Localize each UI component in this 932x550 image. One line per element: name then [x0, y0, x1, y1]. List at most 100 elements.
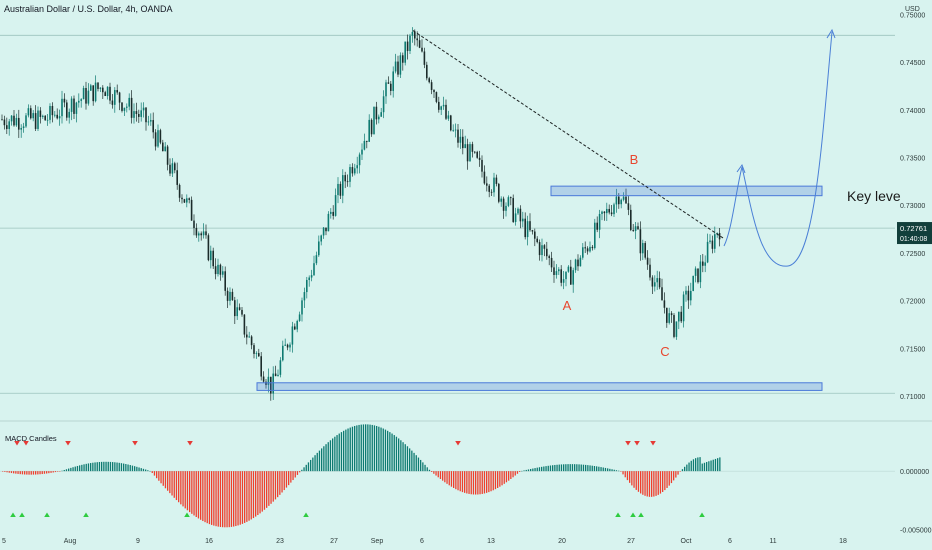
candle-body — [315, 255, 318, 264]
candle-body — [174, 163, 176, 171]
candle-body — [181, 197, 183, 200]
macd-bar — [409, 448, 411, 472]
candle-body — [190, 199, 193, 221]
candle-body — [282, 345, 284, 361]
candle-body — [711, 240, 714, 249]
macd-bar — [125, 464, 127, 472]
macd-y-tick-label: -0.005000 — [900, 528, 932, 535]
candle-body — [454, 129, 457, 131]
candle-body — [330, 211, 332, 214]
macd-bar — [118, 462, 120, 472]
macd-bar — [565, 464, 567, 472]
macd-bar — [145, 469, 147, 472]
candle-body — [651, 277, 654, 287]
candle-body — [570, 266, 572, 285]
candle-body — [594, 222, 596, 249]
macd-bar — [332, 438, 334, 472]
macd-bar — [510, 471, 512, 479]
macd-bar — [197, 471, 200, 519]
macd-bar — [706, 462, 708, 472]
candle-body — [344, 175, 346, 182]
macd-bar — [413, 452, 415, 472]
macd-bar — [257, 471, 259, 516]
candle-body — [414, 31, 416, 39]
candle-body — [94, 82, 97, 102]
candle-body — [469, 144, 471, 162]
macd-bar — [549, 465, 552, 472]
candle-body — [210, 250, 212, 261]
candle-body — [536, 238, 538, 243]
candle-body — [169, 164, 171, 174]
candle-body — [589, 246, 591, 252]
candle-body — [673, 315, 675, 337]
candle-body — [320, 235, 322, 242]
x-tick-label: 13 — [487, 538, 495, 545]
macd-bar — [292, 471, 294, 481]
signal-arrow-up — [699, 512, 705, 517]
macd-bar — [714, 458, 717, 472]
candle-body — [111, 100, 114, 105]
macd-bar — [43, 471, 46, 474]
candle-body — [466, 144, 469, 162]
macd-bar — [365, 424, 367, 472]
macd-bar — [580, 464, 582, 472]
x-tick-label: 5 — [2, 538, 6, 545]
candle-body — [397, 61, 399, 75]
macd-bar — [61, 470, 63, 472]
candle-body — [30, 108, 32, 119]
macd-bar — [235, 471, 237, 527]
candle-body — [680, 311, 682, 322]
candle-body — [423, 51, 426, 65]
candle-body — [13, 115, 15, 126]
macd-bar — [340, 432, 343, 472]
macd-bar — [703, 462, 706, 472]
macd-bar — [512, 471, 514, 478]
macd-bar — [486, 471, 488, 493]
candle-body — [685, 290, 687, 295]
macd-bar — [195, 471, 197, 518]
y-tick-label: 0.72500 — [900, 251, 925, 258]
macd-bar — [72, 467, 74, 472]
candle-body — [584, 247, 586, 249]
macd-bar — [136, 466, 138, 472]
candle-body — [166, 146, 169, 165]
candle-body — [49, 106, 51, 120]
macd-bar — [651, 471, 653, 497]
candle-body — [438, 101, 440, 110]
macd-bar — [402, 442, 404, 472]
candle-body — [428, 78, 430, 83]
candle-body — [639, 229, 642, 254]
macd-bar — [582, 464, 585, 472]
x-tick-label: 27 — [330, 538, 338, 545]
macd-bar — [149, 470, 151, 472]
candle-body — [687, 290, 690, 301]
macd-bar — [435, 471, 437, 476]
candle-body — [39, 110, 42, 117]
x-tick-label: 23 — [276, 538, 284, 545]
macd-bar — [534, 468, 536, 472]
macd-bar — [472, 471, 475, 495]
candle-body — [18, 117, 20, 130]
macd-bar — [543, 466, 545, 472]
macd-bar — [54, 471, 57, 473]
signal-arrow-down — [634, 441, 640, 446]
macd-bar — [457, 471, 459, 491]
macd-bar — [343, 430, 345, 472]
candle-body — [709, 240, 711, 242]
candle-body — [529, 221, 531, 231]
macd-bar — [624, 471, 626, 478]
candle-body — [188, 198, 190, 200]
candle-body — [298, 314, 301, 321]
resistance-zone — [550, 185, 823, 197]
macd-bar — [378, 426, 380, 472]
macd-y-tick-label: 0.000000 — [900, 469, 929, 476]
macd-bar — [393, 435, 395, 472]
signal-arrow-up — [638, 512, 644, 517]
candle-body — [704, 262, 706, 266]
macd-bar — [532, 468, 534, 472]
macd-bar — [600, 467, 602, 472]
candle-body — [411, 31, 414, 36]
candle-body — [322, 227, 325, 236]
y-axis-unit: USD — [905, 6, 920, 13]
